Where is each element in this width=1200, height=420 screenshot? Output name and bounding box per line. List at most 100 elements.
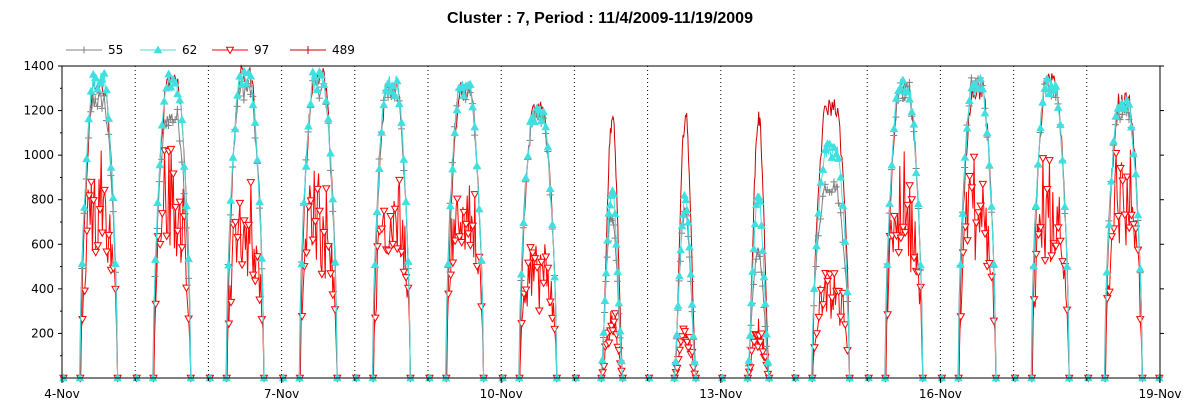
data-point-97 [384, 247, 393, 256]
x-tick-label: 4-Nov [44, 387, 79, 401]
data-point-97 [1105, 288, 1114, 297]
data-point-62 [612, 239, 621, 248]
data-point-62 [1062, 261, 1072, 270]
data-point-62 [759, 272, 769, 281]
data-point-62 [1060, 202, 1070, 210]
data-point-62 [1107, 176, 1116, 185]
data-point-62 [1129, 149, 1138, 158]
data-point-62 [93, 84, 103, 93]
axes: 200 400 600 800 1000 1200 1400 4-Nov 7-Nov 10-Nov… [23, 59, 1181, 401]
data-point-62 [370, 260, 380, 269]
data-point-97 [235, 199, 245, 208]
data-point-97 [980, 230, 990, 239]
data-point-62 [450, 128, 460, 137]
data-point-97 [397, 248, 406, 257]
data-point-62 [224, 260, 233, 269]
data-point-97 [84, 192, 94, 201]
data-point-97 [100, 186, 109, 195]
data-point-62 [989, 259, 999, 268]
data-point-62 [230, 124, 240, 133]
data-point-97 [175, 198, 185, 207]
data-point-62 [744, 356, 754, 364]
data-point-97 [330, 306, 340, 315]
data-point-62 [960, 152, 970, 161]
data-point-55 [251, 134, 259, 142]
data-point-62 [306, 99, 315, 108]
data-point-97 [399, 268, 409, 277]
data-point-97 [1051, 242, 1061, 251]
data-point-62 [304, 121, 313, 130]
data-point-62 [686, 269, 696, 278]
data-point-97 [753, 343, 763, 352]
data-point-97 [680, 328, 690, 337]
data-point-97 [102, 248, 112, 257]
data-point-62 [310, 72, 320, 81]
data-point-97 [1127, 211, 1136, 220]
data-point-55 [752, 255, 760, 263]
data-point-62 [474, 204, 484, 213]
data-point-62 [297, 259, 307, 268]
y-tick-label: 1400 [23, 59, 54, 73]
data-point-62 [541, 122, 551, 131]
data-point-97 [459, 208, 469, 217]
data-point-62 [548, 220, 557, 228]
data-point-62 [390, 91, 400, 99]
data-point-62 [536, 116, 546, 125]
y-tick-label: 200 [31, 326, 54, 340]
data-point-97 [466, 241, 475, 250]
data-point-97 [157, 210, 167, 218]
data-point-62 [239, 66, 249, 75]
data-point-62 [676, 245, 686, 254]
data-point-62 [111, 259, 120, 268]
data-point-55 [173, 105, 181, 113]
data-point-62 [1131, 169, 1141, 178]
x-tick-label: 10-Nov [480, 387, 523, 401]
data-point-97 [388, 240, 398, 249]
data-point-55 [892, 113, 900, 121]
data-point-97 [317, 270, 327, 279]
data-point-97 [237, 261, 247, 270]
y-tick-label: 600 [31, 237, 54, 251]
data-point-62 [104, 114, 114, 122]
data-point-62 [543, 142, 553, 151]
data-point-55 [812, 262, 820, 270]
data-point-62 [891, 93, 901, 102]
data-point-62 [253, 155, 262, 164]
data-point-62 [615, 326, 625, 335]
data-point-62 [517, 269, 526, 278]
data-point-97 [246, 179, 256, 187]
data-point-55 [240, 96, 248, 104]
legend-item-489: 489 [290, 43, 355, 57]
data-point-62 [887, 160, 897, 169]
data-point-62 [762, 329, 771, 338]
data-point-97 [446, 271, 456, 280]
data-point-62 [308, 67, 318, 76]
data-point-97 [308, 236, 318, 245]
data-point-62 [843, 287, 852, 296]
data-point-62 [452, 105, 462, 114]
data-point-55 [176, 137, 184, 145]
data-point-62 [106, 162, 116, 171]
data-point-62 [164, 69, 174, 78]
data-point-97 [310, 218, 320, 226]
data-point-97 [550, 325, 559, 334]
data-point-55 [85, 134, 93, 142]
data-point-62 [155, 160, 165, 169]
data-point-97 [89, 197, 98, 205]
data-point-62 [1038, 97, 1047, 106]
data-point-97 [86, 178, 96, 187]
data-point-97 [1058, 258, 1067, 266]
data-point-62 [1031, 201, 1041, 209]
data-point-62 [388, 81, 398, 90]
data-point-97 [960, 223, 970, 232]
data-point-97 [903, 201, 912, 210]
data-point-62 [976, 74, 985, 83]
data-point-55 [315, 94, 323, 102]
data-point-97 [909, 254, 919, 263]
data-point-97 [1102, 295, 1112, 303]
data-point-62 [840, 237, 850, 245]
data-point-97 [989, 317, 999, 326]
data-point-62 [836, 172, 846, 181]
data-point-62 [401, 197, 411, 205]
chart-title: Cluster : 7, Period : 11/4/2009-11/19/20… [447, 10, 753, 27]
